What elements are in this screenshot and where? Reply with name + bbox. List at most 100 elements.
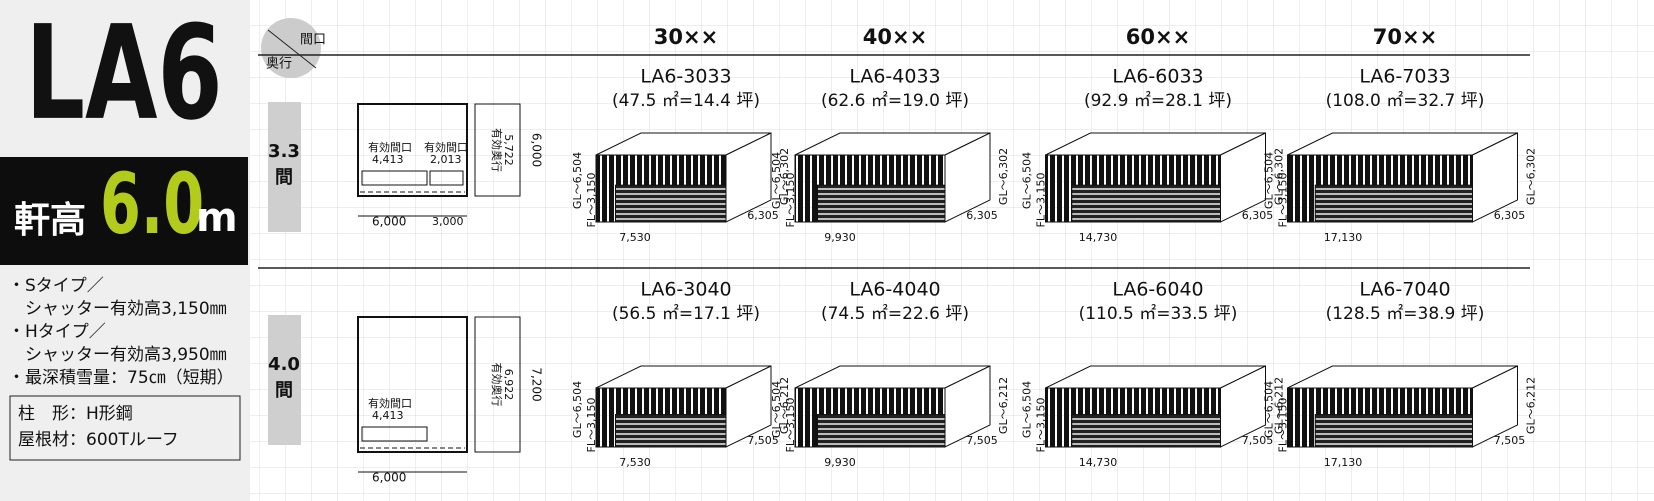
column-header: 60××	[1126, 25, 1190, 49]
floor-height: FL～3,150	[1277, 173, 1290, 228]
corner-slash	[267, 29, 317, 69]
width-dim: 17,130	[1324, 231, 1363, 244]
model-name: LA6-7040	[1359, 279, 1450, 301]
depth-dim: 7,505	[747, 434, 779, 447]
model-name: LA6-7033	[1359, 66, 1450, 88]
height-left: GL～6,504	[1263, 152, 1276, 209]
plan-depth: 6,000	[530, 133, 544, 167]
model-name: LA6-3033	[640, 66, 731, 88]
building-shutter	[1314, 184, 1473, 223]
building-shutter	[817, 414, 946, 448]
height-right: GL～6,302	[1525, 148, 1538, 205]
depth-dim: 6,305	[1242, 209, 1274, 222]
model-area: (108.0 ㎡=32.7 坪)	[1326, 91, 1485, 111]
width-dim: 17,130	[1324, 456, 1363, 469]
column-header: 70××	[1373, 25, 1437, 49]
height-right: GL～6,212	[1273, 377, 1286, 434]
row-label-box	[268, 102, 301, 232]
width-dim: 9,930	[824, 456, 856, 469]
height-left: GL～6,504	[571, 152, 584, 209]
plan-depth-label: 有効奥行	[490, 363, 504, 407]
height-right: GL～6,302	[1273, 148, 1286, 205]
material-line: 屋根材：600Tルーフ	[18, 430, 179, 450]
building-side	[725, 132, 772, 223]
model-title: LA6	[25, 0, 222, 149]
depth-dim: 7,505	[966, 434, 998, 447]
column-header: 30××	[654, 25, 718, 49]
plan-outline	[357, 316, 468, 453]
column-header: 40××	[863, 25, 927, 49]
spec-line: シャッター有効高3,150㎜	[8, 299, 227, 319]
model-name: LA6-6033	[1112, 66, 1203, 88]
model-name: LA6-6040	[1112, 279, 1203, 301]
depth-dim: 7,505	[1494, 434, 1526, 447]
depth-dim: 6,305	[966, 209, 998, 222]
model-area: (62.6 ㎡=19.0 坪)	[821, 91, 969, 111]
row-label-box	[268, 315, 301, 445]
model-name: LA6-3040	[640, 279, 731, 301]
plan-width: 3,000	[432, 215, 464, 228]
row-unit: 間	[275, 167, 293, 188]
plan-depth-bracket	[474, 316, 521, 453]
model-area: (47.5 ㎡=14.4 坪)	[612, 91, 760, 111]
width-dim: 14,730	[1079, 231, 1118, 244]
height-right: GL～6,212	[778, 377, 791, 434]
depth-dim: 6,305	[1494, 209, 1526, 222]
depth-dim: 7,505	[1242, 434, 1274, 447]
plan-label: 有効間口	[368, 396, 412, 410]
floor-height: FL～3,150	[784, 173, 797, 228]
plan-width: 6,000	[372, 471, 406, 485]
model-area: (56.5 ㎡=17.1 坪)	[612, 304, 760, 324]
height-right: GL～6,212	[1525, 377, 1538, 434]
floor-height: FL～3,150	[784, 398, 797, 453]
building-side	[1472, 365, 1518, 448]
plan-value: 4,413	[372, 153, 404, 166]
building-shutter	[615, 414, 727, 448]
height-right: GL～6,302	[778, 148, 791, 205]
model-name: LA6-4040	[849, 279, 940, 301]
building-shutter	[817, 184, 946, 223]
height-left: GL～6,504	[770, 152, 783, 209]
building-side	[944, 132, 991, 223]
plan-opening-box	[361, 426, 428, 442]
materials-box	[9, 395, 241, 461]
plan-width: 6,000	[372, 215, 406, 229]
building-side	[1220, 365, 1266, 448]
eave-value: 6.0	[100, 157, 204, 254]
plan-opening-box	[429, 170, 464, 186]
plan-value: 2,013	[430, 153, 462, 166]
spec-line: ・Hタイプ／	[8, 322, 106, 342]
building-shutter	[1071, 414, 1221, 448]
plan-opening-box	[361, 170, 428, 186]
eave-box	[0, 157, 248, 265]
spec-line: ・Sタイプ／	[8, 276, 104, 296]
height-left: GL～6,504	[1021, 152, 1034, 209]
floor-height: FL～3,150	[1035, 398, 1048, 453]
row-depth: 4.0	[268, 354, 300, 375]
row-unit: 間	[275, 380, 293, 401]
width-dim: 7,530	[619, 231, 651, 244]
eave-unit: m	[196, 195, 238, 241]
model-area: (128.5 ㎡=38.9 坪)	[1326, 304, 1485, 324]
height-left: GL～6,504	[1021, 381, 1034, 438]
floor-height: FL～3,150	[585, 173, 598, 228]
spec-line: ・最深積雪量：75㎝（短期）	[8, 368, 234, 388]
model-area: (110.5 ㎡=33.5 坪)	[1079, 304, 1238, 324]
floor-height: FL～3,150	[585, 398, 598, 453]
building-side	[944, 365, 991, 448]
height-right: GL～6,212	[997, 377, 1010, 434]
plan-depth-label: 有効奥行	[490, 128, 504, 172]
plan-depth: 7,200	[530, 367, 544, 401]
building-shutter	[1314, 414, 1473, 448]
plan-depth-bracket	[474, 103, 521, 197]
model-area: (74.5 ㎡=22.6 坪)	[821, 304, 969, 324]
plan-value: 4,413	[372, 409, 404, 422]
corner-bottom: 奥行	[266, 57, 292, 72]
width-dim: 14,730	[1079, 456, 1118, 469]
building-side	[1220, 132, 1266, 223]
width-dim: 7,530	[619, 456, 651, 469]
model-name: LA6-4033	[849, 66, 940, 88]
model-area: (92.9 ㎡=28.1 坪)	[1084, 91, 1232, 111]
building-side	[725, 365, 772, 448]
